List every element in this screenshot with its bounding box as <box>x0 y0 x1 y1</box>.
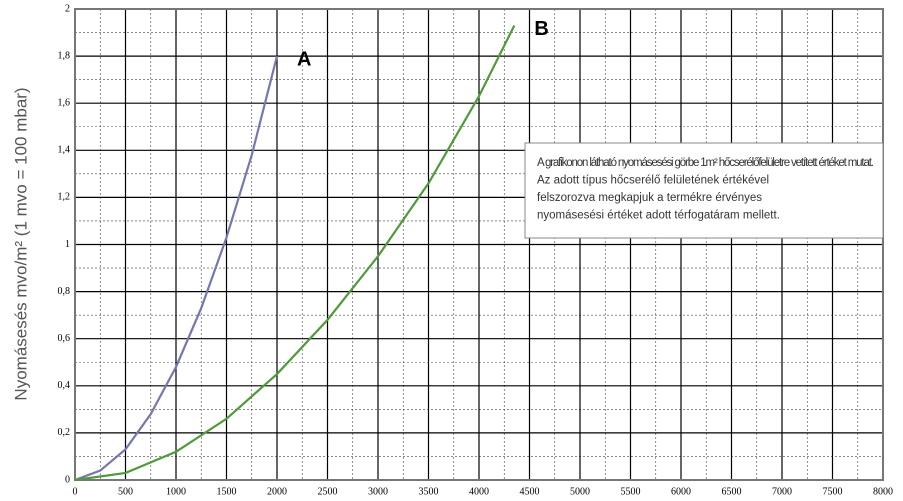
series-label: B <box>534 18 548 40</box>
x-tick-label: 500 <box>118 486 133 497</box>
y-tick-label: 1,2 <box>58 192 71 203</box>
annotation-box <box>524 142 884 239</box>
x-tick-label: 2000 <box>267 486 287 497</box>
series-line <box>74 24 516 482</box>
x-tick-label: 1000 <box>166 486 186 497</box>
x-tick-label: 7500 <box>823 486 843 497</box>
y-axis-title: Nyomásesés mvo/m² (1 mvo = 100 mbar) <box>11 87 30 400</box>
series-label: A <box>297 48 311 70</box>
x-tick-label: 6000 <box>671 486 691 497</box>
series-line <box>74 55 279 482</box>
x-tick-label: 5500 <box>621 486 641 497</box>
y-tick-label: 0,8 <box>58 286 71 297</box>
x-tick-label: 8000 <box>873 486 893 497</box>
annotation-line: nyomásesési értéket adott térfogatáram m… <box>537 210 780 222</box>
y-tick-label: 1,6 <box>58 97 71 108</box>
annotation-line: Az adott típus hőcserélő felületének ért… <box>537 175 769 187</box>
x-tick-label: 4000 <box>469 486 489 497</box>
y-tick-label: 0 <box>65 474 70 485</box>
x-tick-label: 2500 <box>318 486 338 497</box>
y-tick-label: 1,8 <box>58 50 71 61</box>
x-tick-label: 3000 <box>368 486 388 497</box>
plot-frame <box>74 8 884 481</box>
x-tick-label: 6500 <box>722 486 742 497</box>
x-tick-label: 5000 <box>570 486 590 497</box>
y-tick-label: 0,6 <box>58 333 71 344</box>
annotation-line: felszorozva megkapjuk a termékre érvénye… <box>537 192 762 204</box>
y-tick-label: 0,4 <box>58 380 71 391</box>
y-tick-label: 1,4 <box>58 145 71 156</box>
y-tick-label: 0,2 <box>58 427 71 438</box>
x-tick-label: 0 <box>73 486 78 497</box>
x-tick-label: 7000 <box>772 486 792 497</box>
y-tick-label: 2 <box>65 3 70 14</box>
x-tick-label: 3500 <box>419 486 439 497</box>
y-tick-label: 1 <box>65 239 70 250</box>
x-tick-label: 4500 <box>520 486 540 497</box>
annotation-line: A grafikonon látható nyomásesési görbe 1… <box>537 157 874 169</box>
x-tick-label: 1500 <box>217 486 237 497</box>
